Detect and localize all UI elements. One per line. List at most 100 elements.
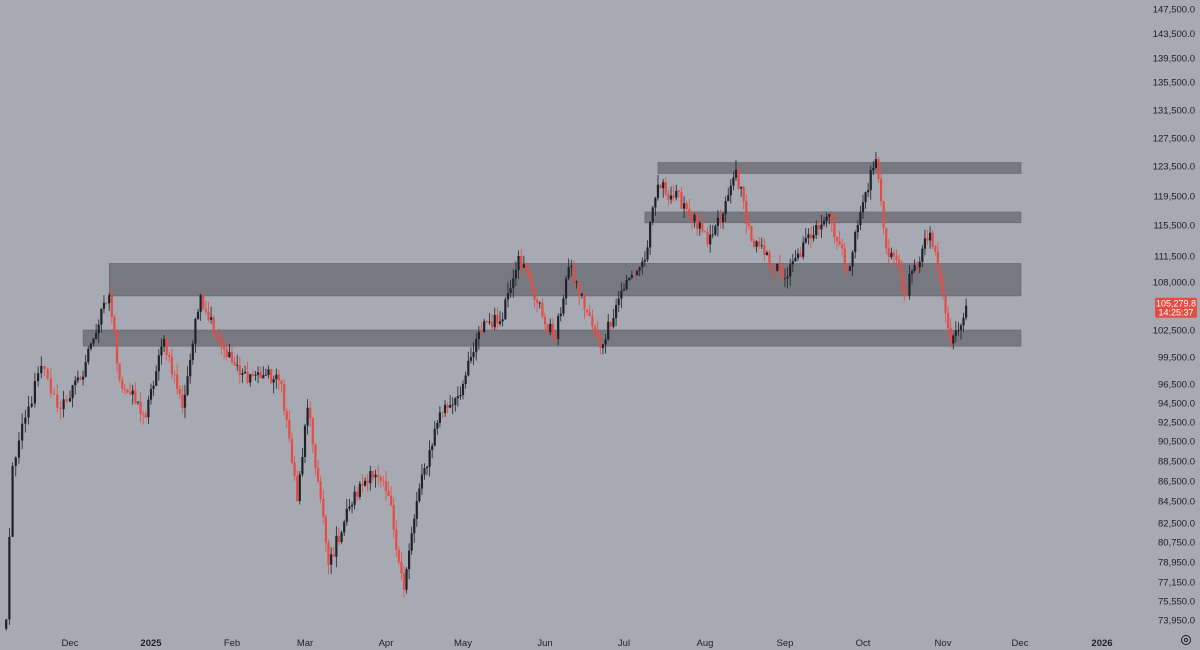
candle [804, 227, 807, 244]
candle [514, 261, 518, 287]
time-tick-label: Jun [537, 638, 552, 649]
candle [765, 250, 769, 256]
candle [358, 480, 361, 500]
candle [270, 368, 273, 385]
candle [459, 386, 462, 400]
settings-icon[interactable] [1180, 634, 1192, 646]
candle [207, 301, 210, 323]
candle [934, 245, 937, 256]
price-tick-label: 108,000.0 [1153, 278, 1195, 289]
candle [395, 520, 398, 557]
time-tick-label: Oct [856, 638, 871, 649]
candle [833, 212, 836, 244]
candle [685, 200, 688, 215]
candle [264, 368, 267, 376]
candle [747, 217, 750, 231]
candle [926, 230, 929, 246]
candle [856, 219, 859, 240]
candle [913, 259, 916, 273]
candle [348, 498, 351, 512]
candle [690, 211, 694, 230]
candle [656, 174, 660, 201]
candle [374, 469, 377, 488]
candle [851, 249, 854, 277]
candle [882, 201, 885, 235]
candle [186, 366, 189, 397]
candle [36, 366, 40, 387]
candle [554, 330, 557, 341]
candle [879, 169, 883, 207]
candle [272, 375, 275, 394]
candle [962, 312, 965, 333]
candle [498, 311, 502, 327]
time-tick-label: Feb [224, 638, 240, 649]
candle [199, 293, 202, 321]
candle [144, 411, 147, 419]
time-axis[interactable]: Dec 2025 Feb Mar Apr May Jun Jul Aug Sep Oct Nov Dec… [62, 638, 1113, 649]
price-tick-label: 88,500.0 [1158, 457, 1195, 468]
candle [830, 211, 833, 233]
time-tick-label: 2026 [1091, 638, 1112, 649]
candle [812, 225, 815, 242]
candle [384, 470, 388, 501]
candle [567, 258, 570, 281]
candle [92, 337, 95, 347]
last-price-value: 105,279.8 [1156, 299, 1196, 309]
candle [108, 292, 111, 311]
candle [846, 263, 849, 276]
candle [758, 237, 761, 250]
candle [848, 265, 852, 272]
candle [356, 487, 359, 502]
candle [387, 481, 390, 497]
candle [327, 539, 330, 575]
candle [517, 250, 520, 279]
candle [81, 370, 85, 386]
candle [340, 530, 343, 544]
candle [84, 354, 87, 378]
candle [952, 334, 955, 350]
candle [667, 189, 670, 207]
candle [900, 260, 903, 292]
candle [87, 345, 90, 365]
candle [887, 238, 890, 266]
price-tick-label: 84,500.0 [1158, 497, 1195, 508]
zone-1[interactable] [657, 162, 1022, 174]
candle [859, 205, 862, 231]
candle [298, 470, 301, 505]
candle [628, 277, 631, 281]
candle [533, 289, 536, 309]
candle [472, 342, 475, 366]
candle [664, 177, 667, 197]
time-tick-label: Dec [62, 638, 79, 649]
candle [551, 318, 554, 345]
candle [721, 211, 725, 229]
candle [27, 396, 30, 425]
candle [512, 269, 515, 298]
candle [223, 339, 226, 360]
price-tick-label: 73,950.0 [1158, 616, 1195, 627]
candle [118, 363, 121, 383]
candle [770, 264, 774, 279]
candle [630, 270, 633, 280]
price-axis[interactable]: 147,500.0 143,500.0 139,500.0 135,500.0 131,… [1153, 5, 1195, 627]
candle [928, 226, 932, 249]
time-tick-label: Sep [777, 638, 794, 649]
candle [410, 526, 413, 555]
candle [353, 485, 356, 510]
candle [954, 321, 957, 343]
candle [361, 474, 364, 494]
candle [196, 308, 200, 320]
candle [559, 307, 562, 322]
candle [194, 317, 197, 353]
candle [147, 395, 150, 425]
candle [905, 289, 908, 297]
candle [622, 283, 626, 292]
candle [415, 491, 418, 527]
candle [703, 229, 707, 233]
candle [155, 365, 158, 387]
candle [828, 213, 831, 225]
zone-2[interactable] [644, 211, 1022, 224]
time-tick-label: May [454, 638, 472, 649]
